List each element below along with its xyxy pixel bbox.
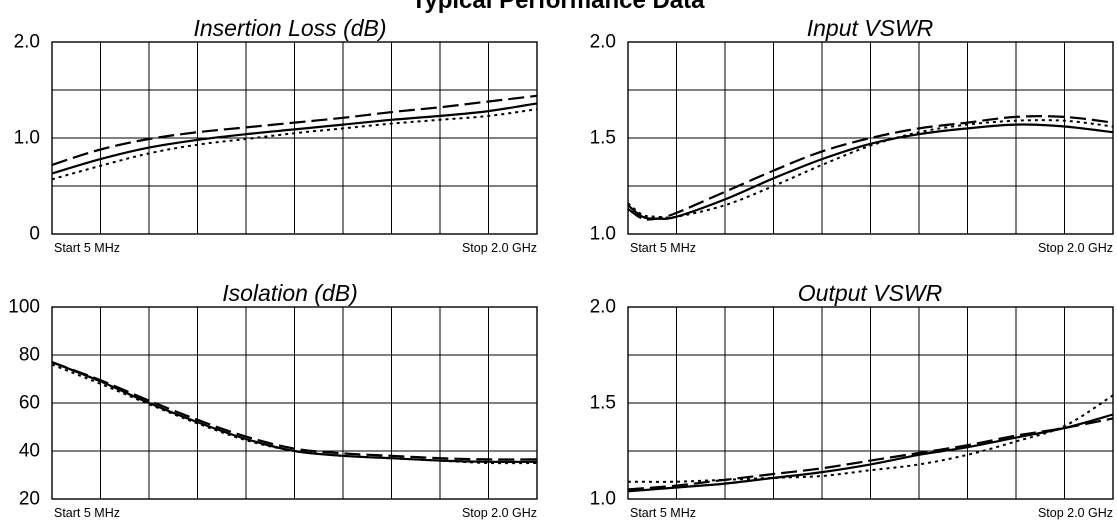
isolation-db-ytick-3: 80 (19, 345, 40, 366)
output-vswr-title: Output VSWR (798, 280, 942, 306)
insertion-loss-db-ytick-0: 0 (29, 224, 40, 245)
input-vswr-ytick-0: 1.0 (590, 224, 616, 245)
isolation-db-ytick-1: 40 (19, 441, 40, 462)
input-vswr-panel: 1.0 1.5 2.0 Input VSWR Start 5 MHz Stop 2.0 G… (590, 15, 1113, 255)
output-vswr-ytick-1: 1.5 (590, 393, 616, 414)
isolation-db-ytick-2: 60 (19, 393, 40, 414)
output-vswr-x-stop-label: Stop 2.0 GHz (1038, 506, 1113, 520)
input-vswr-x-start-label: Start 5 MHz (630, 241, 696, 255)
isolation-db-x-start-label: Start 5 MHz (54, 506, 120, 520)
insertion-loss-db-title: Insertion Loss (dB) (193, 15, 386, 41)
output-vswr-x-start-label: Start 5 MHz (630, 506, 696, 520)
isolation-db-title: Isolation (dB) (222, 280, 358, 306)
output-vswr-panel: 1.0 1.5 2.0 Output VSWR Start 5 MHz Stop 2.0 … (590, 280, 1113, 520)
input-vswr-x-stop-label: Stop 2.0 GHz (1038, 241, 1113, 255)
insertion-loss-db-ytick-2: 2.0 (14, 32, 40, 53)
insertion-loss-db-ytick-1: 1.0 (14, 128, 40, 149)
input-vswr-ytick-1: 1.5 (590, 128, 616, 149)
input-vswr-ytick-2: 2.0 (590, 32, 616, 53)
isolation-db-x-stop-label: Stop 2.0 GHz (462, 506, 537, 520)
isolation-db-panel: 20 40 60 80 100 Isolation (dB) Start 5 MHz Stop… (8, 280, 537, 520)
output-vswr-ytick-0: 1.0 (590, 489, 616, 510)
insertion-loss-db-x-stop-label: Stop 2.0 GHz (462, 241, 537, 255)
isolation-db-ytick-0: 20 (19, 489, 40, 510)
insertion-loss-db-panel: 0 1.0 2.0 Insertion Loss (dB) Start 5 MHz Sto… (14, 15, 537, 255)
input-vswr-title: Input VSWR (807, 15, 934, 41)
isolation-db-ytick-4: 100 (8, 297, 40, 318)
figure-title: Typical Performance Data (411, 0, 705, 14)
insertion-loss-db-x-start-label: Start 5 MHz (54, 241, 120, 255)
output-vswr-ytick-2: 2.0 (590, 297, 616, 318)
